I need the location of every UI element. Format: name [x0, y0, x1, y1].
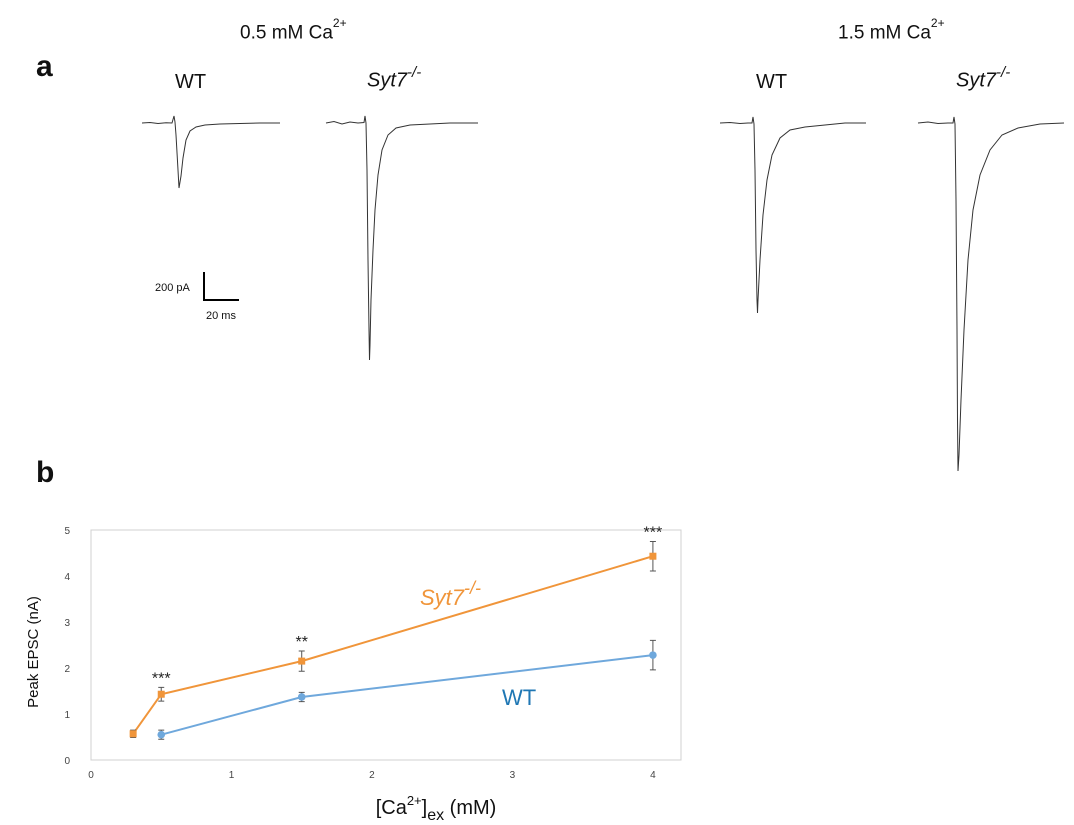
genotype-label-syt7-high: Syt7-/- [956, 64, 1011, 92]
x-tick-label-4: 4 [650, 770, 656, 781]
x-tick-label-0: 0 [88, 770, 94, 781]
data-point-1-2 [649, 651, 657, 659]
trace-syt7-high [917, 116, 1065, 472]
data-point-0-3 [649, 552, 657, 560]
x-tick-label-1: 1 [229, 770, 235, 781]
series-line-0 [132, 555, 654, 735]
data-point-1-0 [157, 730, 166, 739]
genotype-label-wt-low: WT [175, 71, 207, 93]
significance-marker-2: *** [644, 525, 663, 542]
y-tick-label-3: 3 [64, 618, 70, 629]
data-point-1-1 [297, 693, 306, 701]
trace-syt7-low [325, 115, 478, 361]
plot-frame [90, 529, 682, 761]
data-point-0-0 [129, 730, 137, 738]
y-tick-label-4: 4 [64, 572, 70, 583]
y-tick-label-2: 2 [64, 664, 70, 675]
x-tick-label-3: 3 [510, 770, 516, 781]
scale-bar-current-label: 200 pA [155, 282, 191, 294]
y-tick-label-1: 1 [64, 710, 70, 721]
y-tick-label-5: 5 [64, 526, 70, 537]
x-tick-label-2: 2 [369, 770, 375, 781]
significance-layer: ******** [152, 525, 662, 688]
significance-marker-0: *** [152, 670, 171, 687]
y-axis-label: Peak EPSC (nA) [25, 596, 42, 708]
epsc-traces: 200 pA 20 ms [141, 115, 1065, 472]
trace-wt-high [719, 116, 866, 314]
data-point-0-1 [157, 690, 165, 698]
condition-low-ca-label: 0.5 mM Ca2+ [240, 16, 347, 44]
genotype-label-wt-high: WT [756, 71, 788, 93]
axis-ticks: 0 1 2 3 4 0 1 2 3 4 5 [64, 526, 656, 781]
x-axis-label: [Ca2+]ex (mM) [376, 793, 497, 824]
data-point-0-2 [298, 657, 306, 665]
significance-marker-1: ** [295, 634, 307, 651]
series-label-syt7: Syt7-/- [420, 578, 481, 610]
trace-wt-low [141, 115, 280, 189]
panel-a-letter: a [36, 50, 53, 83]
series-layer [129, 541, 657, 740]
series-line-1 [160, 654, 654, 736]
series-label-wt: WT [502, 685, 536, 710]
genotype-label-syt7-low: Syt7-/- [367, 64, 422, 92]
scale-bar-time-label: 20 ms [206, 310, 236, 322]
scale-bar [203, 272, 239, 301]
y-tick-label-0: 0 [64, 756, 70, 767]
condition-high-ca-label: 1.5 mM Ca2+ [838, 16, 945, 44]
panel-b-letter: b [36, 456, 55, 489]
